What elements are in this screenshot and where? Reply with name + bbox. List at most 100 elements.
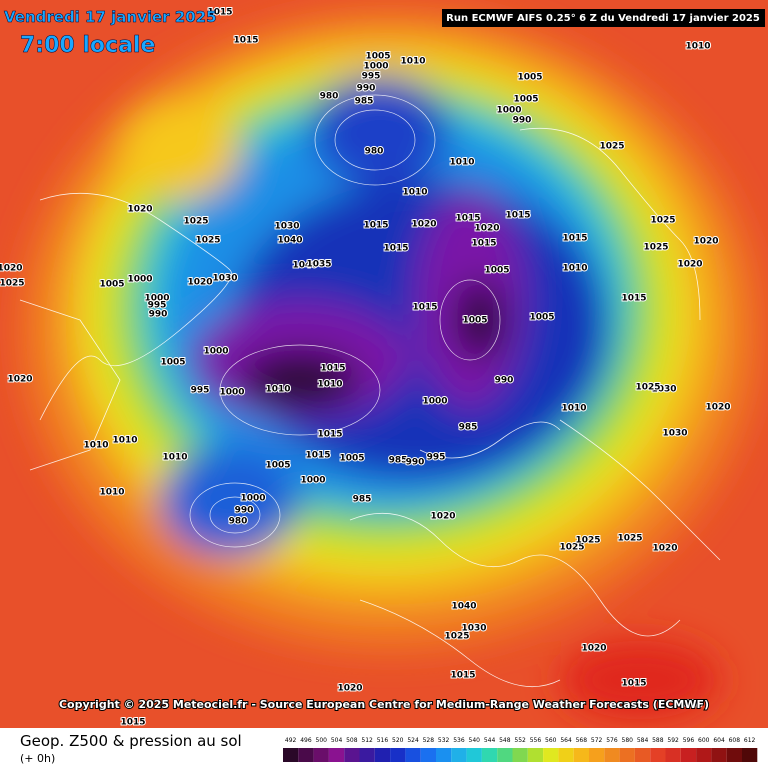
- colorbar-swatch: [619, 748, 635, 762]
- isobar-label: 1025: [643, 243, 668, 253]
- colorbar-tick-label: 508: [346, 737, 358, 744]
- colorbar-tick-label: 600: [698, 737, 710, 744]
- isobar-label: 1020: [581, 644, 606, 654]
- colorbar-swatch: [405, 748, 421, 762]
- isobar-label: 985: [389, 456, 408, 466]
- colorbar-tick-label: 520: [392, 737, 404, 744]
- isobar-label: 1015: [505, 211, 530, 221]
- isobar-label: 995: [362, 72, 381, 82]
- isobar-label: 990: [235, 506, 254, 516]
- colorbar: 492 496 500 504 508 512 516 520 524 528 532 536 540 5…: [283, 737, 758, 762]
- isobar-label: 1015: [621, 679, 646, 689]
- isobar-label: 1005: [517, 73, 542, 83]
- isobar-label: 1020: [337, 684, 362, 694]
- isobar-label: 980: [229, 517, 248, 527]
- isobar-label: 1015: [455, 214, 480, 224]
- geopotential-field: [20, 10, 760, 720]
- colorbar-swatch: [604, 748, 620, 762]
- run-box: [442, 9, 765, 27]
- isobar-label: 1025: [559, 543, 584, 553]
- colorbar-swatch: [573, 748, 589, 762]
- isobar-label: 1035: [306, 260, 331, 270]
- colorbar-tick-label: 492: [285, 737, 297, 744]
- isobar-label: 1010: [402, 188, 427, 198]
- isobar-label: 1005: [339, 454, 364, 464]
- isobar-label: 1000: [496, 106, 521, 116]
- colorbar-swatch: [696, 748, 712, 762]
- colorbar-tick-label: 544: [484, 737, 496, 744]
- colorbar-swatch: [390, 748, 406, 762]
- colorbar-swatch: [298, 748, 314, 762]
- isobar-label: 1010: [112, 436, 137, 446]
- isobar-label: 1040: [277, 236, 302, 246]
- isobar-label: 1015: [363, 221, 388, 231]
- colorbar-tick-label: 568: [576, 737, 588, 744]
- date: Vendredi 17 janvier 2025: [4, 8, 217, 26]
- coastlines: [19, 127, 721, 688]
- isobar-label: 1010: [400, 57, 425, 67]
- colorbar-swatch: [589, 748, 605, 762]
- colorbar-swatch: [374, 748, 391, 762]
- isobar-label: 1020: [677, 700, 702, 710]
- colorbar-tick-label: 612: [744, 737, 756, 744]
- isobar-label: 1015: [317, 430, 342, 440]
- isobar-label: 985: [355, 97, 374, 107]
- isobar-label: 1010: [162, 453, 187, 463]
- colorbar-tick-label: 564: [560, 737, 572, 744]
- colorbar-tick-label: 572: [591, 737, 603, 744]
- isobar-label: 1020: [411, 220, 436, 230]
- isobar-label: 990: [513, 116, 532, 126]
- colorbar-swatch: [543, 748, 559, 762]
- colorbar-tick-label: 556: [530, 737, 542, 744]
- isobar-label: 990: [406, 458, 425, 468]
- colorbar-swatch: [634, 748, 651, 762]
- isobar-label: 1000: [127, 275, 152, 285]
- colorbar-swatch: [481, 748, 498, 762]
- isobar-label: 1025: [635, 383, 660, 393]
- colorbar-tick-label: 552: [514, 737, 526, 744]
- colorbar-tick-label: 576: [606, 737, 618, 744]
- colorbar-swatch: [420, 748, 436, 762]
- colorbar-tick-label: 588: [652, 737, 664, 744]
- isobar-label: 1030: [212, 274, 237, 284]
- colorbar-tick-label: 540: [469, 737, 481, 744]
- isobar-label: 1025: [650, 216, 675, 226]
- footer-title: Geop. Z500 & pression au sol: [20, 732, 242, 750]
- isobar-label: 995: [148, 301, 167, 311]
- isobar-label: 990: [495, 376, 514, 386]
- colorbar-swatch: [512, 748, 528, 762]
- colorbar-tick-label: 500: [316, 737, 328, 744]
- colorbar-tick-label: 608: [729, 737, 741, 744]
- isobar-label: 1000: [144, 294, 169, 304]
- isobar-label: 1015: [207, 8, 232, 18]
- isobar-label: 1010: [265, 385, 290, 395]
- isobar-label: 1025: [617, 534, 642, 544]
- isobar-label: 990: [149, 310, 168, 320]
- isobar-label: 1015: [383, 244, 408, 254]
- colorbar-swatch: [711, 748, 727, 762]
- isobar-label: 995: [427, 453, 446, 463]
- isobar-label: 1015: [562, 234, 587, 244]
- isobar-label: 1010: [317, 380, 342, 390]
- isobar-label: 1040: [451, 602, 476, 612]
- isobar-label: 1015: [471, 239, 496, 249]
- isobar-label: 1030: [461, 624, 486, 634]
- colorbar-tick-label: 512: [361, 737, 373, 744]
- isobar-label: 1000: [240, 494, 265, 504]
- colorbar-swatch: [527, 748, 544, 762]
- isobar-label: 1010: [561, 404, 586, 414]
- colorbar-swatch: [328, 748, 345, 762]
- colorbar-swatch: [359, 748, 375, 762]
- colorbar-tick-label: 560: [545, 737, 557, 744]
- colorbar-swatch: [558, 748, 574, 762]
- isobar-label: 1015: [412, 303, 437, 313]
- isobar-label: 1010: [99, 488, 124, 498]
- colorbar-tick-label: 548: [499, 737, 511, 744]
- isobar-label: 1000: [219, 388, 244, 398]
- colorbar-swatch: [283, 748, 299, 762]
- isobar-label: 990: [357, 84, 376, 94]
- isobar-label: 1000: [363, 62, 388, 72]
- colorbar-tick-label: 504: [331, 737, 343, 744]
- isobar-label: 1040: [292, 261, 317, 271]
